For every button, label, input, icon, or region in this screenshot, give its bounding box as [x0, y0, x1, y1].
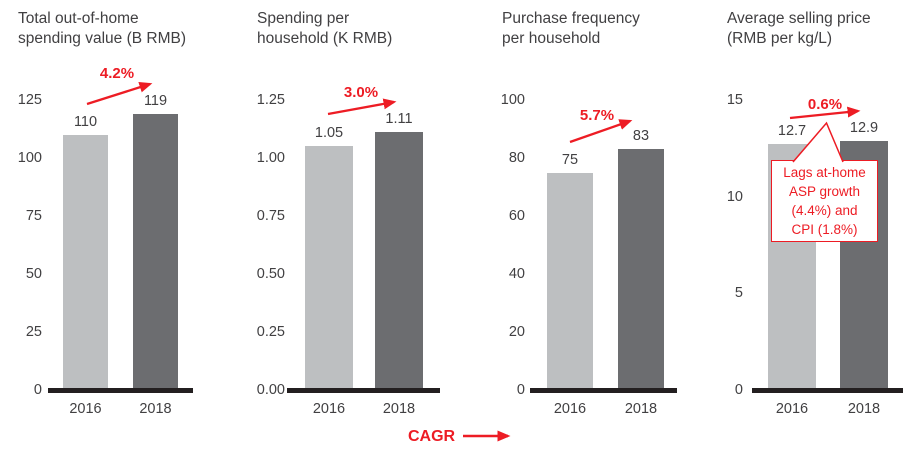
chart-title-line: Purchase frequency: [502, 10, 640, 27]
bar-value-label: 110: [73, 113, 98, 130]
y-tick-label: 50: [25, 266, 42, 282]
bar-2016: [305, 146, 353, 391]
y-tick-label: 20: [508, 324, 525, 340]
y-tick-label: 0: [33, 382, 42, 398]
cagr-value-label: 3.0%: [343, 84, 379, 101]
x-axis-label: 2016: [69, 401, 102, 417]
y-tick-label: 0.25: [256, 324, 285, 340]
bar-value-label: 12.7: [777, 123, 807, 140]
cagr-value-label: 0.6%: [807, 96, 843, 113]
y-tick-label: 75: [25, 208, 42, 224]
cagr-value-label: 4.2%: [99, 65, 135, 82]
y-tick-label: 100: [17, 150, 42, 166]
x-axis-label: 2018: [624, 401, 658, 417]
chart-title-line: Total out-of-home: [18, 10, 139, 27]
x-axis-label: 2018: [847, 401, 881, 417]
bar-value-label: 83: [632, 128, 650, 145]
callout-line: (4.4%) and: [791, 203, 858, 218]
x-axis-label: 2016: [312, 401, 346, 417]
y-tick-label: 5: [734, 285, 743, 302]
y-tick-label: 0: [516, 382, 525, 398]
bar-2016: [547, 172, 593, 391]
chart-title-line: Spending per: [257, 10, 350, 27]
x-axis-line: [48, 388, 193, 393]
chart-title-line: per household: [502, 30, 601, 47]
y-tick-label: 15: [726, 92, 743, 108]
chart-title-line: spending value (B RMB): [18, 30, 186, 47]
x-axis-line: [287, 388, 440, 393]
cagr-value-label: 5.7%: [579, 107, 615, 124]
chart-purchase-frequency: Purchase frequency per household 0 20 40 60 80…: [460, 0, 690, 450]
chart-title-line: (RMB per kg/L): [727, 30, 833, 47]
chart-title-line: Average selling price: [727, 10, 871, 27]
y-tick-label: 80: [508, 150, 525, 166]
x-axis-label: 2016: [775, 401, 809, 417]
bar-2018: [618, 149, 664, 391]
chart-spending-per-household: Spending per household (K RMB) 0.00 0.25 0.5…: [230, 0, 460, 450]
bar-2016: [63, 134, 108, 391]
y-tick-label: 60: [508, 208, 525, 224]
y-tick-label: 40: [508, 266, 525, 282]
bar-2018: [133, 113, 178, 391]
y-tick-label: 100: [500, 92, 525, 108]
bar-value-label: 75: [561, 151, 579, 168]
asp-lag-annotation-callout: Lags at-home ASP growth (4.4%) and CPI (…: [771, 160, 878, 242]
y-tick-label: 0.00: [256, 382, 285, 398]
x-axis-label: 2016: [553, 401, 587, 417]
y-tick-label: 1.25: [256, 92, 285, 108]
y-tick-label: 25: [25, 324, 42, 340]
y-tick-label: 125: [17, 92, 42, 108]
bar-value-label: 1.11: [385, 111, 413, 128]
y-tick-label: 10: [726, 188, 743, 205]
x-axis-label: 2018: [382, 401, 416, 417]
callout-line: ASP growth: [788, 184, 861, 199]
y-tick-label: 0.50: [256, 266, 285, 282]
bar-2018: [375, 132, 423, 391]
bar-value-label: 119: [143, 92, 168, 109]
y-tick-label: 0.75: [256, 208, 285, 224]
x-axis-label: 2018: [139, 401, 172, 417]
chart-total-out-of-home-spending: Total out-of-home spending value (B RMB) 0…: [0, 0, 230, 450]
y-tick-label: 1.00: [256, 150, 285, 166]
callout-line: CPI (1.8%): [791, 222, 858, 237]
x-axis-line: [752, 388, 903, 393]
cagr-legend-label: CAGR: [408, 428, 456, 445]
chart-title-line: household (K RMB): [257, 30, 393, 47]
x-axis-line: [530, 388, 677, 393]
y-tick-label: 0: [734, 382, 743, 398]
bar-value-label: 12.9: [849, 119, 879, 136]
callout-line: Lags at-home: [783, 165, 866, 180]
bar-value-label: 1.05: [314, 125, 344, 142]
